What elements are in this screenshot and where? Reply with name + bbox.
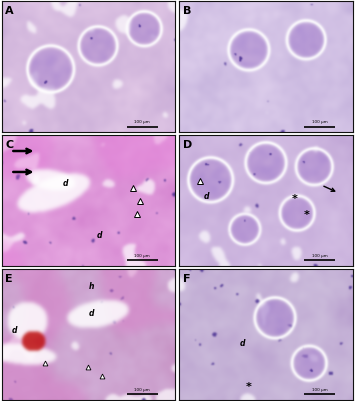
Text: D: D: [183, 140, 192, 150]
Text: d: d: [62, 178, 68, 188]
Text: A: A: [5, 6, 14, 16]
Text: d: d: [97, 231, 103, 240]
Text: C: C: [5, 140, 13, 150]
Text: d: d: [203, 192, 209, 200]
Text: h: h: [88, 282, 94, 291]
Text: 100 μm: 100 μm: [312, 253, 327, 257]
Text: *: *: [246, 381, 251, 391]
Text: d: d: [88, 308, 94, 317]
Text: 100 μm: 100 μm: [134, 253, 150, 257]
Text: 100 μm: 100 μm: [312, 120, 327, 124]
Text: d: d: [12, 325, 18, 334]
Text: 100 μm: 100 μm: [134, 120, 150, 124]
Text: *: *: [292, 193, 298, 203]
Text: 100 μm: 100 μm: [134, 387, 150, 391]
Text: F: F: [183, 273, 190, 283]
Text: *: *: [304, 209, 310, 219]
Text: E: E: [5, 273, 13, 283]
Text: B: B: [183, 6, 191, 16]
Text: 100 μm: 100 μm: [312, 387, 327, 391]
Text: d: d: [240, 338, 245, 347]
